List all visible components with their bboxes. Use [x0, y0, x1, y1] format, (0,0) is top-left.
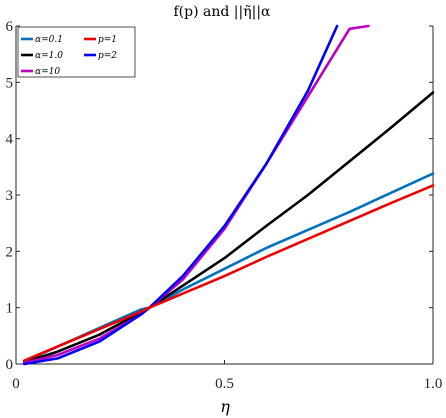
legend-label: α=10	[35, 67, 60, 77]
axes: 0 1 2 3 4 5 6 0 0.5 1.0	[6, 19, 443, 392]
series-line-2	[22, 91, 435, 364]
y-tick-label: 0	[6, 357, 14, 373]
y-tick-label: 6	[6, 19, 14, 35]
y-tick-label: 5	[6, 75, 14, 91]
legend-label: p=2	[98, 51, 117, 61]
series-layer	[22, 24, 435, 366]
x-tick-label: 1.0	[424, 376, 443, 392]
y-tick-label: 1	[6, 301, 14, 317]
y-tick-label: 3	[6, 188, 14, 204]
x-tick-label: 0	[12, 376, 20, 392]
y-tick-label: 2	[6, 244, 14, 260]
series-line-5	[22, 24, 339, 366]
legend-box	[17, 26, 136, 78]
legend-label: α=1.0	[35, 51, 63, 61]
y-tick-label: 4	[6, 132, 14, 148]
legend-label: p=1	[98, 35, 117, 45]
x-axis-title: η	[220, 397, 230, 416]
legend: α=0.1 α=1.0 α=10 p=1 p=2	[17, 26, 136, 78]
x-tick-label: 0.5	[215, 376, 234, 392]
chart-title: f(p) and ||η̃||α	[173, 4, 271, 20]
series-line-4	[22, 184, 435, 362]
legend-label: α=0.1	[35, 35, 63, 45]
series-line-3	[22, 24, 370, 365]
